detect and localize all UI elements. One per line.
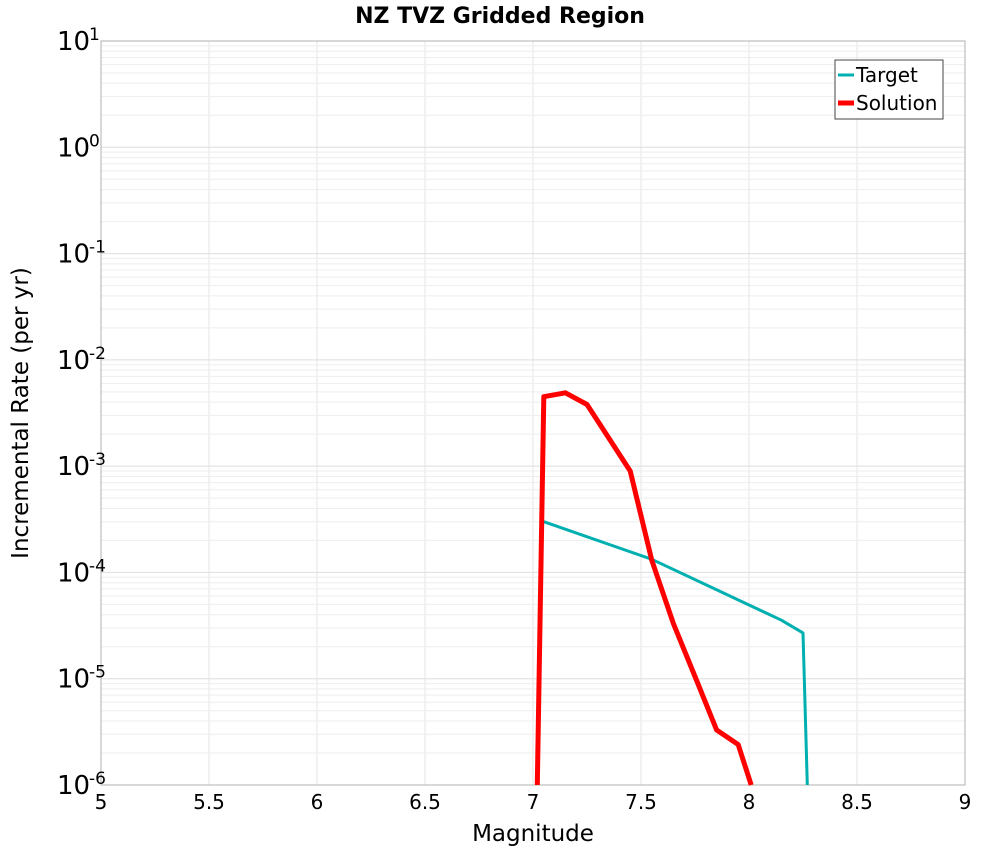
legend-label-target: Target <box>855 63 918 87</box>
y-tick-exponent: 1 <box>89 25 100 45</box>
grid <box>101 41 965 785</box>
y-tick-base: 10 <box>57 27 90 57</box>
x-tick-label: 8 <box>743 790 756 814</box>
y-tick: 10-6 <box>57 769 106 801</box>
x-tick-label: 7.5 <box>625 790 657 814</box>
y-tick-exponent: -4 <box>89 556 106 576</box>
y-tick: 10-5 <box>57 663 106 695</box>
y-tick: 10-1 <box>57 238 106 270</box>
legend-label-solution: Solution <box>856 91 937 115</box>
x-tick-label: 9 <box>959 790 972 814</box>
x-tick-label: 6.5 <box>409 790 441 814</box>
series-line-solution <box>534 390 754 786</box>
legend: Target Solution <box>834 59 944 120</box>
y-tick-exponent: -2 <box>89 344 106 364</box>
chart-title: NZ TVZ Gridded Region <box>355 4 645 29</box>
x-tick-label: 6 <box>311 790 324 814</box>
x-axis-ticks: 5 5.5 6 6.5 7 7.5 8 8.5 9 <box>95 790 972 814</box>
x-tick-label: 8.5 <box>841 790 873 814</box>
y-tick: 10-2 <box>57 344 106 376</box>
y-tick: 101 <box>57 25 100 57</box>
x-tick-label: 5 <box>95 790 108 814</box>
x-axis-label: Magnitude <box>472 821 594 847</box>
y-tick-exponent: -1 <box>89 238 106 258</box>
x-tick-label: 7 <box>527 790 540 814</box>
y-tick: 10-3 <box>57 450 106 482</box>
y-tick-base: 10 <box>57 558 90 588</box>
y-tick-base: 10 <box>57 452 90 482</box>
series-line-target <box>543 520 809 786</box>
y-tick-base: 10 <box>57 771 90 801</box>
y-tick-base: 10 <box>57 133 90 163</box>
y-tick: 10-4 <box>57 556 106 588</box>
y-tick-base: 10 <box>57 665 90 695</box>
y-tick: 100 <box>57 131 100 163</box>
plot-area <box>100 40 966 786</box>
series-layer <box>534 390 809 786</box>
y-tick-exponent: -5 <box>89 663 106 683</box>
y-tick-exponent: -3 <box>89 450 106 470</box>
x-tick-label: 5.5 <box>193 790 225 814</box>
y-tick-exponent: 0 <box>89 131 100 151</box>
legend-box <box>834 59 944 120</box>
y-tick-base: 10 <box>57 346 90 376</box>
y-tick-base: 10 <box>57 240 90 270</box>
y-axis-label: Incremental Rate (per yr) <box>8 267 34 559</box>
y-tick-exponent: -6 <box>89 769 106 789</box>
